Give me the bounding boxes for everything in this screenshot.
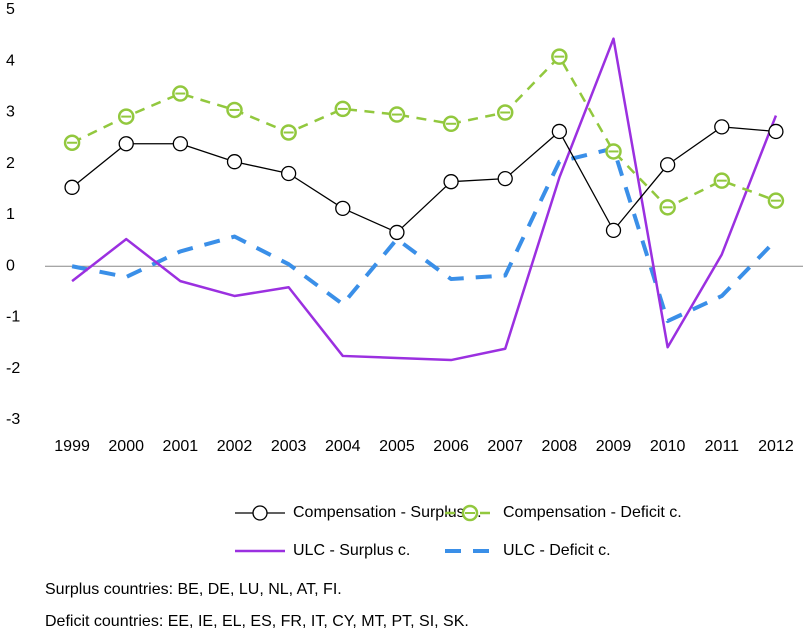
legend-label: ULC - Deficit c. — [503, 542, 611, 559]
point-marker — [551, 123, 568, 140]
point-marker — [64, 179, 80, 195]
x-tick-label: 2001 — [163, 438, 199, 455]
x-tick-label: 2000 — [108, 438, 144, 455]
legend-label: ULC - Surplus c. — [293, 542, 410, 559]
legend-label: Compensation - Surplus c. — [293, 504, 482, 521]
x-tick-label: 1999 — [54, 438, 90, 455]
y-tick-label: -3 — [6, 411, 20, 428]
y-tick-label: 3 — [6, 104, 15, 121]
point-marker — [443, 174, 459, 190]
point-marker — [280, 165, 297, 182]
point-marker — [118, 136, 134, 152]
x-tick-label: 2005 — [379, 438, 415, 455]
y-tick-label: 4 — [6, 52, 15, 69]
legend-marker — [252, 505, 268, 521]
note: Surplus countries: BE, DE, LU, NL, AT, F… — [45, 581, 342, 598]
series-line — [71, 37, 778, 362]
point-marker — [605, 222, 622, 239]
point-marker — [172, 136, 189, 152]
y-tick-label: -1 — [6, 309, 20, 326]
x-tick-label: 2003 — [271, 438, 307, 455]
point-marker — [335, 200, 351, 216]
y-tick-label: 5 — [6, 1, 15, 18]
x-tick-label: 2011 — [705, 438, 740, 455]
y-tick-label: 0 — [6, 257, 15, 274]
y-tick-label: -2 — [6, 360, 20, 377]
y-tick-label: 2 — [6, 155, 15, 172]
point-marker — [768, 123, 784, 140]
point-marker — [497, 170, 513, 187]
point-marker — [389, 224, 405, 241]
y-tick-label: 1 — [6, 206, 15, 223]
x-tick-label: 2008 — [542, 438, 578, 455]
series-line — [71, 126, 776, 234]
x-tick-label: 2004 — [325, 438, 361, 455]
x-tick-label: 2012 — [758, 438, 794, 455]
x-tick-label: 2007 — [487, 438, 523, 455]
x-tick-label: 2010 — [650, 438, 686, 455]
point-marker — [226, 154, 243, 170]
note: Deficit countries: EE, IE, EL, ES, FR, I… — [45, 613, 469, 630]
x-tick-label: 2002 — [217, 438, 253, 455]
series-line — [71, 55, 777, 209]
x-tick-label: 2006 — [433, 438, 469, 455]
point-marker — [659, 157, 676, 173]
legend-label: Compensation - Deficit c. — [503, 504, 682, 521]
point-marker — [714, 119, 730, 135]
x-tick-label: 2009 — [596, 438, 632, 455]
series-line — [71, 146, 778, 324]
